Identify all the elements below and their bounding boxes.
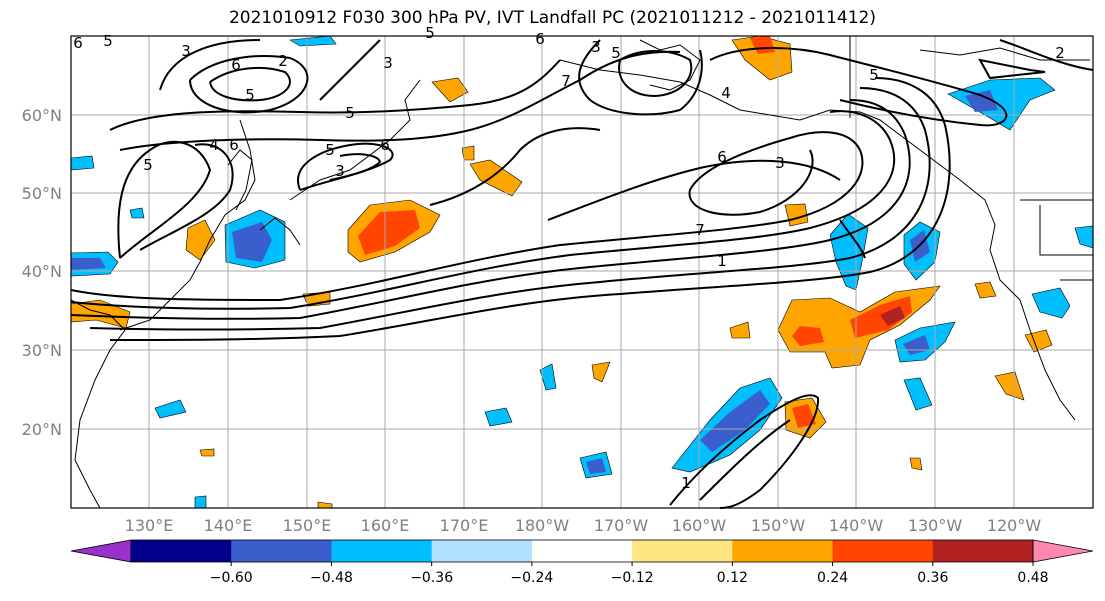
contour-label: 6 [229,136,239,154]
contour-label: 2 [1055,44,1065,62]
lat-tick-label: 60°N [22,106,62,125]
latitude-labels: 60°N 50°N 40°N 30°N 20°N [22,106,62,439]
lat-tick-label: 50°N [22,184,62,203]
colorbar-outline [130,539,1034,563]
contour-label: 5 [869,66,879,84]
pv-contours [70,39,1094,509]
contour-label: 4 [721,84,731,102]
colorbar-tick-label: −0.24 [510,570,553,586]
contour-label: 5 [425,24,435,42]
contour-label: 3 [383,54,393,72]
lat-tick-label: 40°N [22,262,62,281]
lon-tick-label: 150°E [283,516,332,535]
longitude-labels: 130°E 140°E 150°E 160°E 170°E 180°W 170°W 160°W… [125,516,1042,535]
lon-tick-label: 160°W [672,516,727,535]
contour-label: 5 [345,104,355,122]
lon-tick-label: 160°E [361,516,410,535]
colorbar-labels: −0.60 −0.48 −0.36 −0.24 −0.12 0.12 0.24 0.36 0.4… [210,562,1049,586]
map-background [71,36,1093,508]
lon-tick-label: 170°W [594,516,649,535]
contour-label: 1 [681,474,691,492]
lat-tick-label: 30°N [22,341,62,360]
colorbar-tick-label: 0.24 [817,570,848,586]
contour-label: 5 [245,86,255,104]
colorbar-tick-label: −0.48 [310,570,353,586]
colorbar-segment [331,540,433,562]
colorbar-tick-label: −0.36 [410,570,453,586]
colorbar-segment [531,540,633,562]
colorbar-tick-label: 0.12 [717,570,748,586]
contour-label: 5 [611,44,621,62]
gridlines [71,36,1093,508]
contour-label: 5 [143,156,153,174]
contour-label: 7 [561,72,571,90]
contour-label: 1 [717,252,727,270]
contour-label: 6 [73,34,83,52]
contour-label: 2 [278,52,288,70]
colorbar-segment [632,540,733,562]
lon-tick-label: 140°W [829,516,884,535]
colorbar-max-extension [1032,539,1094,563]
contour-label: 5 [103,32,113,50]
contour-label: 3 [775,154,785,172]
colorbar-tick-label: −0.60 [210,570,253,586]
lon-tick-label: 180°W [515,516,570,535]
contour-label: 7 [695,221,705,239]
colorbar-segment [131,540,232,562]
lon-tick-label: 170°E [440,516,489,535]
colorbar-tick-label: 0.48 [1017,570,1048,586]
lon-tick-label: 150°W [751,516,806,535]
contour-label: 3 [591,38,601,56]
contour-label: 6 [231,56,241,74]
lat-tick-label: 20°N [22,420,62,439]
lon-tick-label: 130°W [908,516,963,535]
contour-label: 3 [335,162,345,180]
contour-label: 3 [181,42,191,60]
contour-label: 6 [717,148,727,166]
lon-tick-label: 140°E [204,516,253,535]
shaded-anomalies [70,35,1094,509]
colorbar-segment [832,540,934,562]
contour-label: 4 [209,136,219,154]
chart-title: 2021010912 F030 300 hPa PV, IVT Landfall… [228,8,876,28]
map-frame [70,35,1094,509]
colorbar-segment [732,540,834,562]
colorbar [70,539,1094,563]
colorbar-min-extension [70,539,132,563]
lon-tick-label: 130°E [125,516,174,535]
contour-label: 6 [380,136,390,154]
contour-label: 6 [535,30,545,48]
lon-tick-label: 120°W [987,516,1042,535]
colorbar-tick-label: 0.36 [917,570,948,586]
colorbar-tick-label: −0.12 [611,570,654,586]
colorbar-segment [932,540,1034,562]
colorbar-segment [231,540,332,562]
colorbar-segment [431,540,533,562]
contour-label: 5 [325,141,335,159]
